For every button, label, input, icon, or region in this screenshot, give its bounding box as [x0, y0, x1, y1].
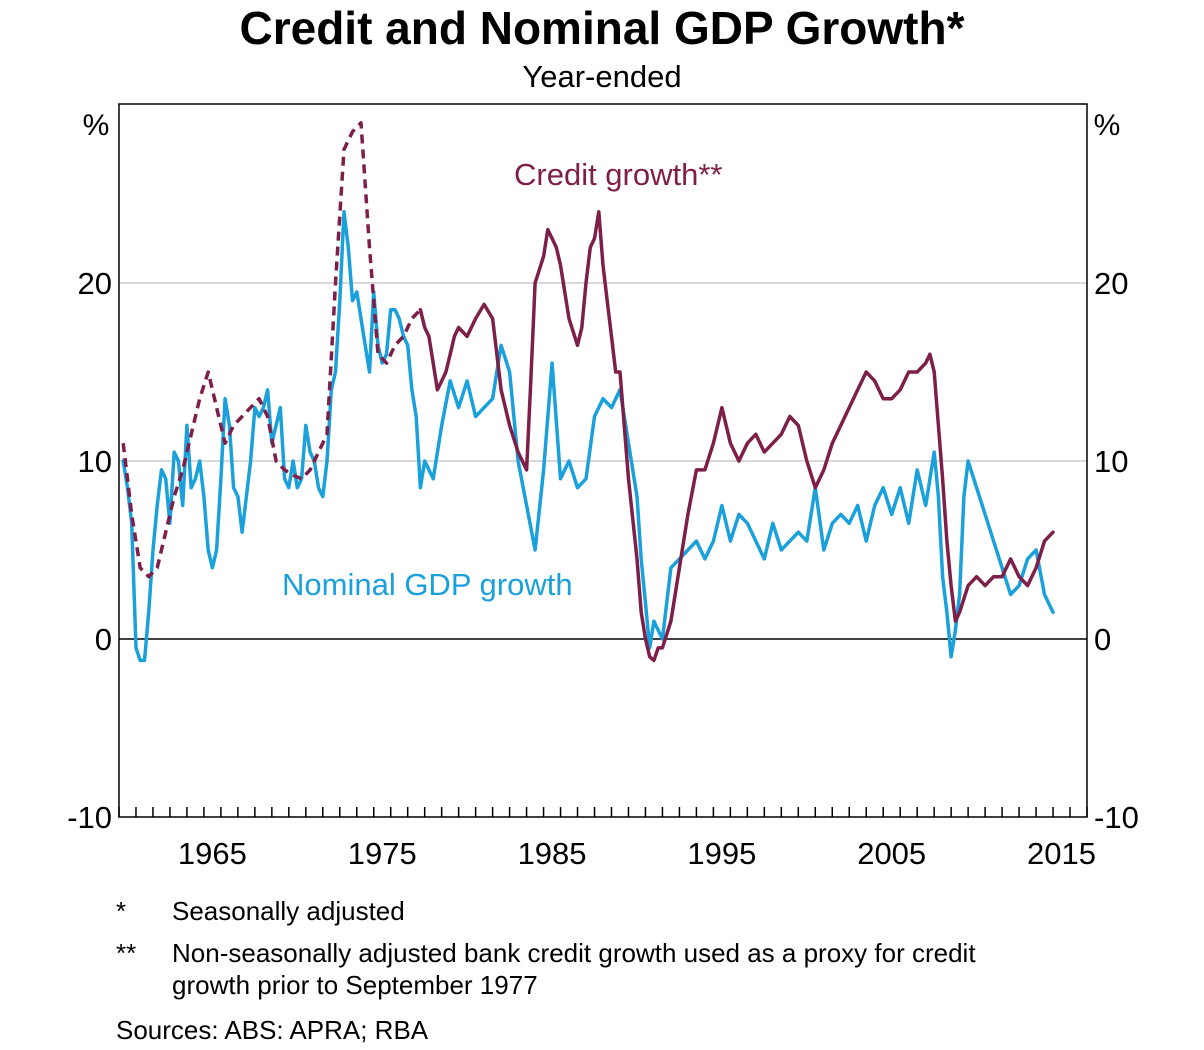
x-tick-label: 2005: [857, 836, 926, 871]
plot-frame: [118, 103, 1088, 818]
y-axis-unit-right: %: [1094, 109, 1121, 142]
x-tick-label: 1985: [518, 836, 587, 871]
x-tick-label: 2015: [1027, 836, 1096, 871]
y-tick-label-left: 10: [78, 444, 112, 479]
series-line-nominal-gdp-growth: [121, 210, 1055, 663]
series-layer: [121, 121, 1055, 663]
series-line-credit-growth-proxy: [121, 121, 422, 579]
nominal-gdp-growth-label: Nominal GDP growth: [282, 567, 573, 602]
series-line-credit-growth: [418, 210, 1055, 663]
chart-canvas: -10 -10 0 0 10 10 20 20 1965 1975 1985 1995 2005 2015…: [67, 103, 1139, 871]
y-tick-label-right: 0: [1094, 622, 1111, 657]
axes: -10 -10 0 0 10 10 20 20 1965 1975 1985 1995 2005 2015: [67, 266, 1139, 871]
y-tick-label-right: 20: [1094, 266, 1128, 301]
sources-note: Sources: ABS: APRA; RBA: [116, 1015, 429, 1045]
y-axis-unit-left: %: [83, 109, 110, 142]
footnote-1: * Seasonally adjusted: [0, 895, 1204, 929]
x-tick-label: 1975: [348, 836, 417, 871]
y-tick-label-right: -10: [1094, 800, 1139, 835]
footnote-1-mark: *: [116, 896, 127, 926]
x-tick-label: 1965: [178, 836, 247, 871]
footnote-2-mark: **: [116, 938, 137, 968]
gridlines: [119, 282, 1087, 640]
y-tick-label-right: 10: [1094, 444, 1128, 479]
chart-title: Credit and Nominal GDP Growth*: [239, 2, 965, 54]
chart-subtitle: Year-ended: [522, 59, 682, 94]
y-tick-label-left: 20: [78, 266, 112, 301]
y-tick-label-left: -10: [67, 800, 112, 835]
x-tick-label: 1995: [687, 836, 756, 871]
credit-growth-label: Credit growth**: [514, 157, 722, 192]
footnote-1-text: Seasonally adjusted: [172, 896, 405, 926]
footnote-2: ** Non-seasonally adjusted bank credit g…: [0, 937, 1204, 1007]
y-tick-label-left: 0: [95, 622, 112, 657]
footnote-2-text: Non-seasonally adjusted bank credit grow…: [172, 938, 976, 1000]
